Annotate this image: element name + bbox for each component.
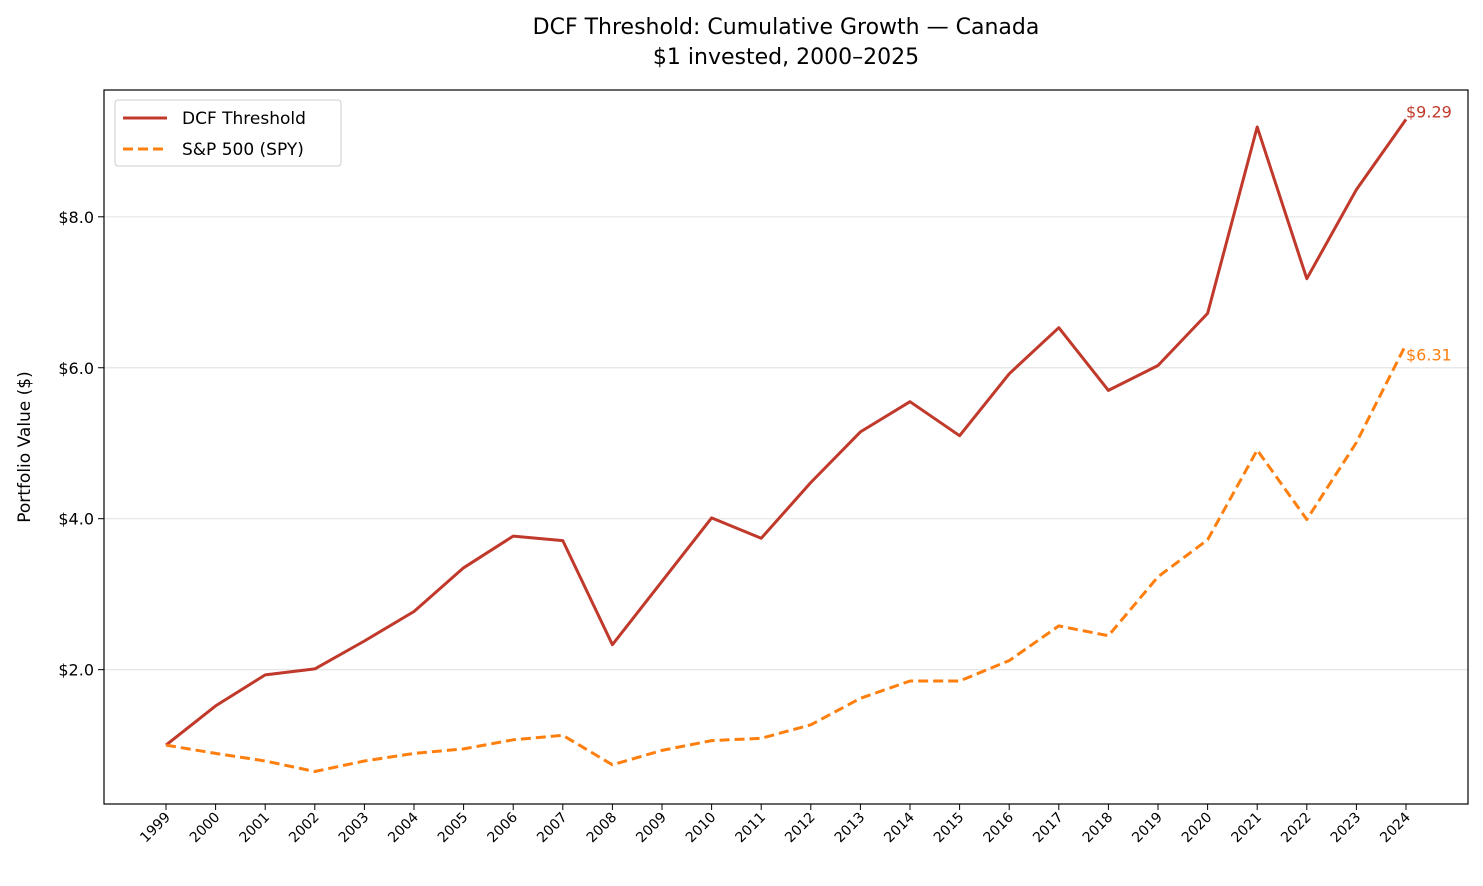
x-tick-label: 2015 [931, 810, 968, 847]
x-tick-label: 2013 [832, 810, 869, 847]
legend-label-dcf: DCF Threshold [182, 109, 306, 129]
grid [104, 216, 1468, 671]
x-tick-label: 2006 [485, 809, 522, 846]
y-axis: $2.0 $4.0 $6.0 $8.0 [58, 208, 104, 680]
end-label-0: $9.29 [1406, 102, 1452, 121]
plot-frame [103, 89, 1469, 805]
series-line-1 [165, 343, 1408, 773]
chart-subtitle: $1 invested, 2000–2025 [653, 45, 919, 70]
y-tick-label: $6.0 [58, 359, 94, 378]
x-tick-label: 2008 [584, 810, 621, 847]
x-tick-label: 2004 [385, 809, 422, 846]
x-axis: 1999 2000 2001 2002 2003 2004 2005 2006 2007 2008… [137, 804, 1414, 846]
x-tick-label: 2010 [683, 810, 720, 847]
x-tick-label: 2011 [733, 810, 770, 847]
y-tick-label: $2.0 [58, 661, 94, 680]
x-tick-label: 2000 [187, 810, 224, 847]
series-line-0 [165, 118, 1408, 747]
x-tick-label: 2016 [981, 809, 1018, 846]
y-tick-label: $8.0 [58, 208, 94, 227]
x-tick-label: 2007 [534, 810, 571, 847]
series-lines [165, 118, 1408, 773]
x-tick-label: 2014 [881, 809, 918, 846]
x-tick-label: 2021 [1229, 810, 1266, 847]
x-tick-label: 2022 [1278, 810, 1315, 847]
legend-label-spy: S&P 500 (SPY) [182, 140, 304, 160]
x-tick-label: 2020 [1179, 810, 1216, 847]
end-label-1: $6.31 [1406, 345, 1452, 364]
end-labels: $9.29 $6.31 [1406, 102, 1452, 364]
x-tick-label: 2024 [1377, 809, 1414, 846]
x-tick-label: 2005 [435, 810, 472, 847]
x-tick-label: 1999 [137, 810, 174, 847]
x-tick-label: 2009 [633, 810, 670, 847]
x-tick-label: 2001 [237, 810, 274, 847]
x-tick-label: 2023 [1328, 810, 1365, 847]
x-tick-label: 2017 [1030, 810, 1067, 847]
y-axis-label: Portfolio Value ($) [15, 371, 35, 523]
x-tick-label: 2019 [1129, 810, 1166, 847]
x-tick-label: 2012 [782, 810, 819, 847]
chart-title: DCF Threshold: Cumulative Growth — Canad… [533, 15, 1040, 40]
x-tick-label: 2003 [336, 810, 373, 847]
x-tick-label: 2002 [286, 810, 323, 847]
legend: DCF Threshold S&P 500 (SPY) [114, 99, 342, 167]
x-tick-label: 2018 [1080, 810, 1117, 847]
y-tick-label: $4.0 [58, 510, 94, 529]
